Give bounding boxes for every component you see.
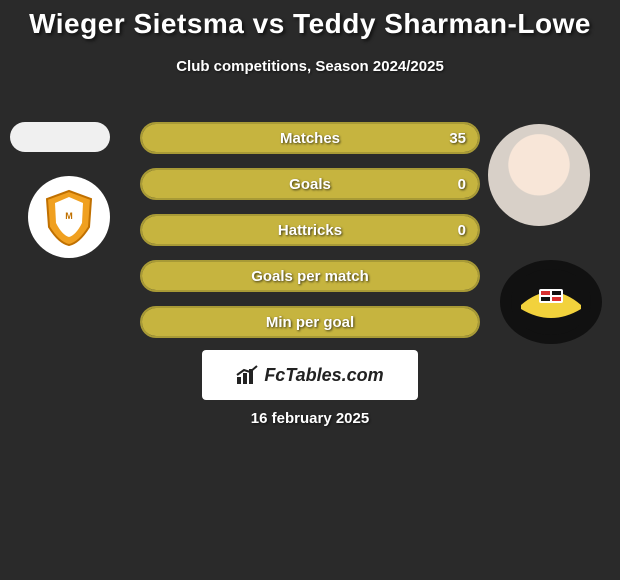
player1-photo bbox=[10, 122, 110, 152]
subtitle: Club competitions, Season 2024/2025 bbox=[0, 58, 620, 75]
bar-chart-icon bbox=[236, 365, 258, 385]
site-name: FcTables.com bbox=[264, 365, 383, 386]
club-shield-icon: M bbox=[39, 187, 99, 247]
page-title: Wieger Sietsma vs Teddy Sharman-Lowe bbox=[0, 0, 620, 40]
date-text: 16 february 2025 bbox=[0, 410, 620, 427]
player1-club-badge: M bbox=[28, 176, 110, 258]
player2-club-badge bbox=[500, 260, 602, 344]
stat-bar: 0Hattricks bbox=[140, 214, 480, 246]
stat-label: Matches bbox=[142, 124, 478, 152]
stat-label: Goals bbox=[142, 170, 478, 198]
stat-bars: 35Matches 0Goals 0Hattricks Goals per match… bbox=[140, 122, 480, 352]
stat-bar: Goals per match bbox=[140, 260, 480, 292]
stat-label: Hattricks bbox=[142, 216, 478, 244]
stat-bar: 0Goals bbox=[140, 168, 480, 200]
stat-bar: Min per goal bbox=[140, 306, 480, 338]
stat-label: Min per goal bbox=[142, 308, 478, 336]
club-crest-icon bbox=[511, 269, 591, 335]
svg-text:M: M bbox=[65, 211, 73, 221]
stat-label: Goals per match bbox=[142, 262, 478, 290]
player2-photo bbox=[488, 124, 590, 226]
site-badge[interactable]: FcTables.com bbox=[202, 350, 418, 400]
stat-bar: 35Matches bbox=[140, 122, 480, 154]
